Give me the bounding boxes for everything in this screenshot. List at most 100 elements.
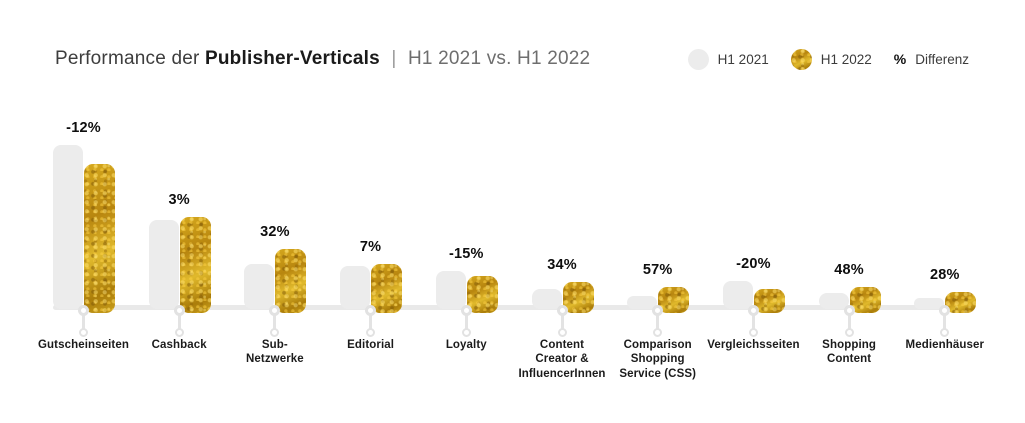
axis-stem (943, 310, 947, 332)
stem-circle-small-icon (653, 327, 663, 337)
category-label: Content Creator & InfluencerInnen (500, 338, 624, 381)
category-label: Comparison Shopping Service (CSS) (596, 338, 720, 381)
legend-item-h1-2021: H1 2021 (687, 48, 769, 70)
category-label-line: InfluencerInnen (518, 367, 606, 380)
title-separator: | (391, 48, 397, 69)
bar-h1-2022 (275, 249, 307, 313)
legend-swatch-h1-2022-icon (790, 48, 812, 70)
category-label-line: Creator & (535, 353, 589, 366)
bar-h1-2021 (627, 296, 658, 309)
bar-h1-2021 (914, 298, 945, 309)
category-label: Loyalty (404, 338, 528, 352)
stem-circle-large-icon (843, 304, 855, 316)
bar-h1-2021 (722, 281, 753, 309)
chart-title: Performance der Publisher-Verticals | H1… (55, 48, 590, 70)
diff-label: 34% (547, 257, 577, 273)
category-label-line: Vergleichsseiten (707, 339, 800, 351)
legend-item-differenz: % Differenz (894, 51, 969, 67)
stem-circle-large-icon (939, 304, 951, 316)
stem-circle-large-icon (173, 304, 185, 316)
stem-circle-large-icon (747, 304, 759, 316)
stem-circle-large-icon (652, 304, 664, 316)
stem-circle-small-icon (461, 327, 471, 337)
axis-stem (656, 310, 660, 332)
legend-swatch-h1-2021-icon (687, 48, 709, 70)
category-label-line: Editorial (347, 339, 395, 351)
category-label: Vergleichsseiten (691, 338, 815, 352)
axis-stem (847, 310, 851, 332)
diff-label: -15% (448, 246, 484, 262)
category-label-line: Gutscheinseiten (38, 339, 129, 351)
category-label: Shopping Content (787, 338, 911, 367)
bar-h1-2022 (562, 282, 594, 313)
axis-stem (560, 310, 564, 332)
legend-label-h1-2022: H1 2022 (820, 51, 872, 67)
bar-h1-2022 (371, 264, 403, 313)
bar-h1-2022 (466, 276, 498, 313)
axis-stem (751, 310, 755, 332)
title-bold: Publisher-Verticals (205, 48, 380, 69)
diff-label: -12% (66, 120, 101, 136)
stem-circle-small-icon (79, 327, 88, 337)
bar-h1-2021 (531, 289, 562, 309)
bar-h1-2021 (340, 266, 371, 309)
category-label-line: Netzwerke (245, 353, 304, 366)
category-label: Sub- Netzwerke (213, 338, 337, 367)
diff-label: 3% (168, 192, 190, 208)
stem-circle-large-icon (365, 304, 377, 316)
diff-label: 32% (260, 224, 290, 240)
category-label-line: Content (827, 353, 872, 366)
diff-label: -20% (736, 256, 771, 272)
stem-circle-small-icon (366, 327, 376, 337)
axis-stem (273, 310, 277, 332)
diff-label: 28% (929, 267, 960, 283)
category-label-line: Sub- (261, 339, 288, 351)
category-label-line: Shopping (822, 339, 876, 351)
axis-stem (464, 310, 468, 332)
stem-circle-small-icon (270, 327, 280, 337)
percent-symbol-icon: % (893, 51, 907, 67)
bar-h1-2022 (84, 164, 115, 313)
chart-baseline (53, 305, 960, 310)
stem-circle-small-icon (748, 327, 758, 337)
legend-item-h1-2022: H1 2022 (790, 48, 872, 70)
bar-h1-2022 (849, 287, 881, 313)
diff-label: 7% (359, 239, 382, 255)
stem-circle-large-icon (556, 304, 568, 316)
category-label-line: Shopping (630, 353, 685, 366)
bar-h1-2021 (818, 293, 849, 309)
diff-label: 57% (642, 262, 673, 278)
axis-stem (82, 310, 85, 332)
stem-circle-small-icon (940, 327, 950, 337)
bar-h1-2022 (753, 289, 785, 313)
category-label-line: Content (539, 339, 585, 351)
category-label-line: Loyalty (445, 339, 487, 351)
bar-h1-2022 (658, 287, 690, 313)
diff-label: 48% (834, 262, 864, 278)
axis-stem (369, 310, 373, 332)
axis-stem (177, 310, 181, 332)
bar-h1-2021 (53, 145, 83, 309)
bar-h1-2021 (244, 264, 275, 309)
stem-circle-large-icon (78, 304, 89, 316)
legend: H1 2021 H1 2022 % Differenz (687, 48, 969, 70)
category-label-line: Cashback (151, 339, 207, 351)
category-label: Medienhäuser (883, 338, 1007, 352)
category-label: Editorial (309, 338, 433, 352)
stem-circle-small-icon (174, 327, 184, 337)
legend-label-differenz: Differenz (915, 51, 969, 67)
bar-h1-2021 (435, 271, 466, 309)
category-label-line: Comparison (623, 339, 692, 351)
bar-h1-2021 (148, 220, 179, 309)
category-label-line: Medienhäuser (905, 339, 985, 351)
stem-circle-large-icon (269, 304, 281, 316)
category-label: Cashback (117, 338, 241, 352)
title-prefix: Performance der (55, 48, 200, 69)
bar-h1-2022 (179, 217, 211, 313)
category-label: Gutscheinseiten (22, 338, 146, 352)
stem-circle-small-icon (844, 327, 854, 337)
stem-circle-large-icon (460, 304, 472, 316)
bar-h1-2022 (945, 292, 977, 313)
category-label-line: Service (CSS) (619, 367, 697, 380)
